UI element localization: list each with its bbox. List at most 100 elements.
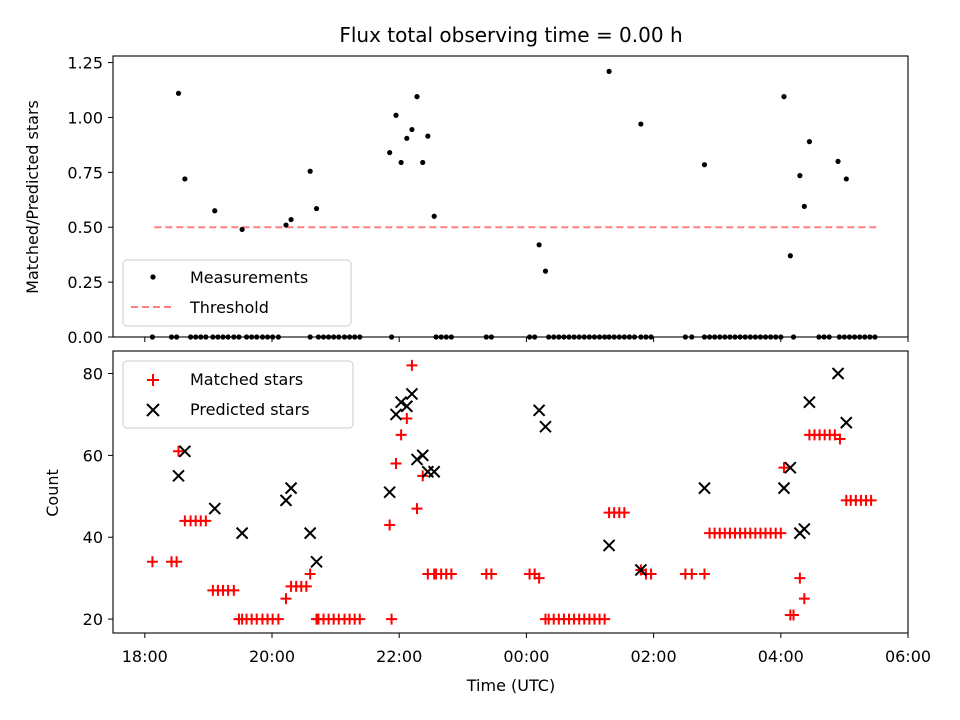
legend-matched-marker <box>147 374 159 386</box>
matched-star-point <box>411 503 423 515</box>
measurement-point <box>835 158 841 164</box>
predicted-star-point <box>602 539 616 552</box>
ratio-y-tick-label: 0.50 <box>67 218 103 237</box>
count-y-tick-label: 40 <box>83 528 103 547</box>
measurement-point <box>175 90 182 96</box>
ratio-ticks: 0.00 0.25 0.50 0.75 1.00 1.25 <box>67 54 909 347</box>
measurement-point <box>288 216 294 223</box>
measurement-point <box>307 168 313 174</box>
x-tick-label: 18:00 <box>122 647 168 666</box>
matched-star-point <box>200 515 212 527</box>
measurement-point <box>409 126 415 133</box>
measurement-point <box>536 242 542 248</box>
matched-star-point <box>834 433 846 445</box>
legend-matched-label: Matched stars <box>190 370 303 389</box>
matched-star-point <box>401 413 413 425</box>
matched-star-point <box>300 580 312 592</box>
measurement-point <box>182 176 188 182</box>
matched-star-point <box>445 568 457 580</box>
measurement-point <box>431 213 437 219</box>
x-tick-label: 04:00 <box>758 647 804 666</box>
ratio-y-tick-label: 0.25 <box>67 273 103 292</box>
predicted-star-point <box>803 395 816 409</box>
predicted-star-point <box>539 420 552 433</box>
measurement-point <box>425 133 431 139</box>
predicted-star-point <box>284 481 298 495</box>
measurement-point <box>606 68 612 74</box>
ratio-y-tick-label: 1.25 <box>67 54 103 73</box>
matched-star-point <box>788 609 800 621</box>
matched-star-point <box>698 568 710 580</box>
matched-star-point <box>272 613 284 625</box>
measurement-point <box>313 205 320 212</box>
matched-star-point <box>798 593 810 605</box>
matched-star-point <box>686 568 698 580</box>
matched-star-point <box>778 462 790 474</box>
predicted-star-point <box>208 502 221 515</box>
measurement-point <box>283 222 289 228</box>
measurement-point <box>843 176 849 182</box>
x-tick-label: 20:00 <box>249 647 295 666</box>
x-tick-label: 06:00 <box>885 647 931 666</box>
matched-star-point <box>384 519 396 531</box>
ratio-y-tick-label: 0.00 <box>67 328 103 347</box>
predicted-star-point <box>416 449 429 462</box>
matched-star-point <box>304 568 316 580</box>
predicted-star-point <box>303 526 317 540</box>
legend-predicted-marker <box>146 403 160 417</box>
measurement-point <box>638 121 644 127</box>
count-legend-box <box>122 360 354 429</box>
measurement-point <box>797 173 803 179</box>
predicted-star-point <box>831 367 845 380</box>
count-y-tick-label: 80 <box>83 365 103 384</box>
matched-star-point <box>599 613 611 625</box>
predicted-star-point <box>310 555 323 568</box>
predicted-star-point <box>235 526 249 540</box>
matched-star-point <box>618 507 630 519</box>
ratio-axes-frame <box>112 55 909 338</box>
measurement-point <box>404 135 410 141</box>
predicted-star-point <box>427 465 441 478</box>
measurement-point <box>212 208 218 214</box>
legend-measurements-label: Measurements <box>190 268 308 287</box>
measurement-point <box>420 159 426 166</box>
ratio-y-tick-label: 0.75 <box>67 163 103 182</box>
matched-star-point <box>794 572 806 584</box>
matched-star-point <box>386 613 398 625</box>
predicted-star-point <box>777 481 791 495</box>
count-y-tick-label: 60 <box>83 446 103 465</box>
matched-star-point <box>171 556 183 568</box>
ratio-y-axis-label: Matched/Predicted stars <box>23 100 42 294</box>
matched-star-point <box>533 572 545 584</box>
predicted-star-point <box>698 481 711 495</box>
x-tick-label: 02:00 <box>631 647 677 666</box>
measurement-point <box>414 94 420 100</box>
matched-star-point <box>645 568 657 580</box>
predicted-star-point <box>279 494 293 507</box>
matched-star-point <box>228 584 240 596</box>
ratio-y-tick-label: 1.00 <box>67 108 103 127</box>
measurement-point <box>387 149 393 156</box>
measurement-point <box>542 268 549 274</box>
measurement-point <box>787 253 793 259</box>
matched-star-point <box>146 556 158 568</box>
count-ticks: 20 40 60 80 18:00 20:00 22:00 00:00 02:00 04:00 06… <box>83 365 931 666</box>
count-plot-area <box>146 359 877 625</box>
chart-title: Flux total observing time = 0.00 h <box>339 23 682 47</box>
count-y-tick-label: 20 <box>83 610 103 629</box>
predicted-star-point <box>405 387 419 401</box>
count-y-axis-label: Count <box>43 469 62 517</box>
predicted-star-point <box>784 461 797 474</box>
ratio-legend-box <box>122 259 352 327</box>
legend-predicted-label: Predicted stars <box>190 400 310 419</box>
count-legend: Matched stars Predicted stars <box>122 360 354 429</box>
measurement-point <box>239 226 245 233</box>
x-tick-label: 00:00 <box>503 647 549 666</box>
predicted-star-point <box>840 416 853 429</box>
ratio-panel: Flux total observing time = 0.00 h Match… <box>23 23 909 347</box>
legend-measurements-marker <box>150 274 156 280</box>
predicted-star-point <box>798 522 811 536</box>
predicted-star-point <box>178 445 192 458</box>
